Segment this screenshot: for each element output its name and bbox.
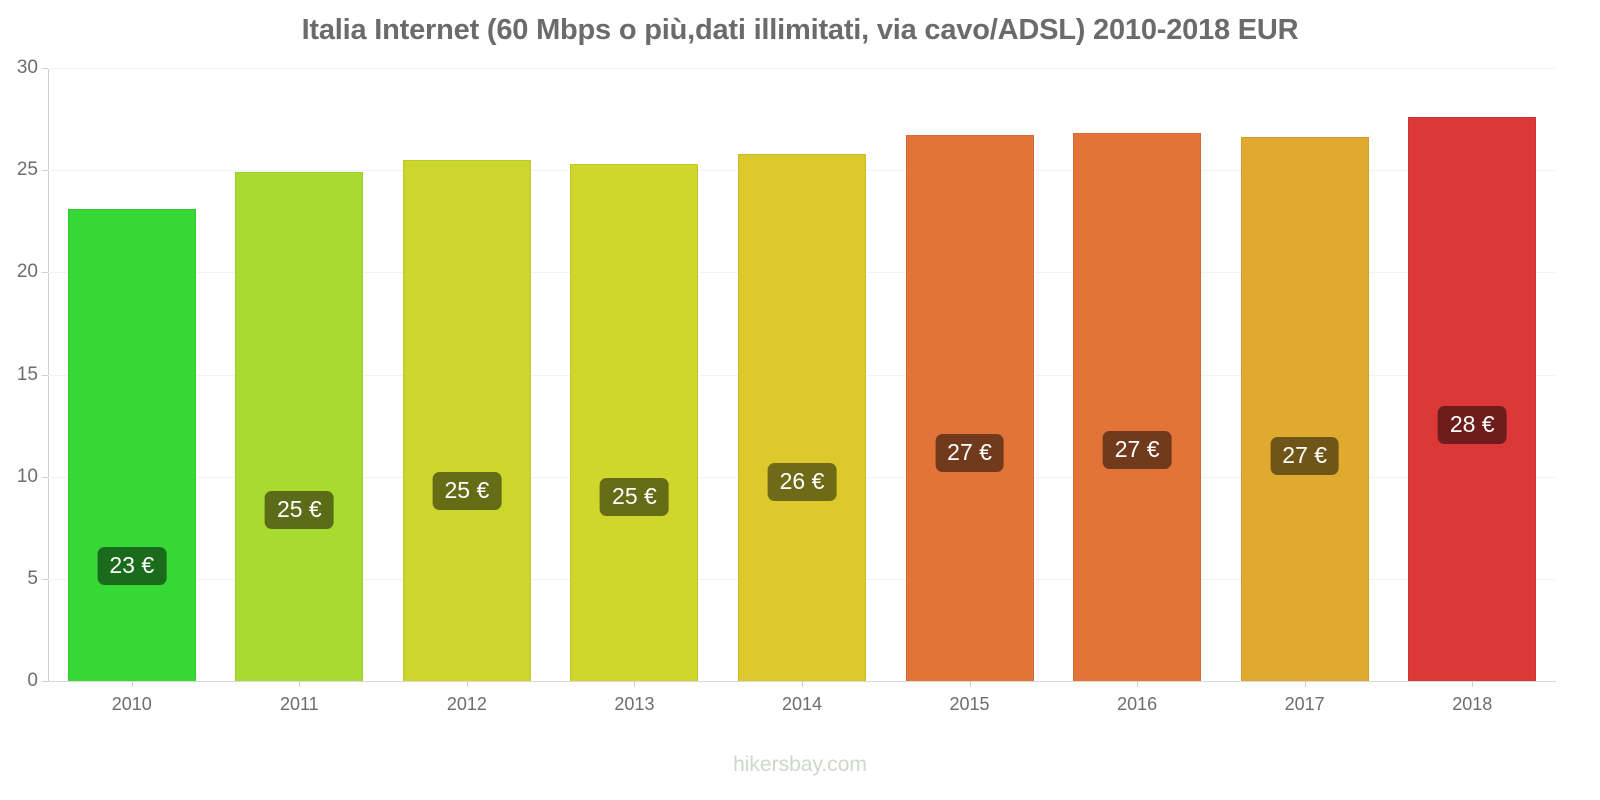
bar-rect-2012[interactable] — [402, 159, 531, 681]
y-tick-label-30: 30 — [16, 57, 38, 78]
y-tick-label-25: 25 — [16, 159, 38, 181]
bar-2014[interactable]: 26 € — [738, 153, 866, 681]
y-tick-label-10: 10 — [16, 465, 38, 487]
x-tick-mark-2018 — [1472, 681, 1474, 687]
x-tick-mark-2012 — [466, 681, 468, 687]
y-tick-mark-0 — [42, 681, 49, 682]
y-tick-label-20: 20 — [16, 261, 38, 283]
bar-2012[interactable]: 25 € — [402, 159, 531, 681]
bar-2013[interactable]: 25 € — [570, 164, 699, 681]
y-tick-label-0: 0 — [27, 670, 38, 691]
bar-rect-2016[interactable] — [1073, 133, 1202, 681]
value-label-2018: 28 € — [1437, 406, 1507, 445]
chart-title: Italia Internet (60 Mbps o più,dati illi… — [301, 14, 1299, 46]
x-tick-mark-2016 — [1137, 681, 1139, 687]
y-tick-mark-10 — [42, 476, 49, 478]
x-tick-label-2012: 2012 — [446, 694, 487, 714]
watermark: hikersbay.com — [733, 753, 867, 776]
y-tick-mark-20 — [42, 272, 49, 274]
x-tick-mark-2013 — [634, 681, 636, 687]
x-tick-label-2011: 2011 — [279, 694, 319, 714]
x-tick-label-2010: 2010 — [111, 694, 152, 714]
x-tick-mark-2014 — [802, 681, 803, 687]
value-label-2014: 26 € — [767, 462, 837, 501]
x-tick-label-2015: 2015 — [949, 694, 990, 714]
x-tick-label-2018: 2018 — [1452, 694, 1493, 714]
value-label-2010: 23 € — [97, 547, 167, 585]
y-tick-mark-5 — [42, 578, 49, 580]
bar-2010[interactable]: 23 € — [67, 209, 196, 681]
value-label-2016: 27 € — [1102, 431, 1172, 470]
x-tick-mark-2015 — [969, 681, 971, 687]
y-tick-label-5: 5 — [27, 567, 38, 589]
x-tick-label-2013: 2013 — [614, 694, 655, 714]
bar-rect-2010[interactable] — [67, 209, 196, 681]
y-tick-mark-15 — [42, 374, 49, 376]
x-tick-mark-2017 — [1304, 681, 1306, 687]
x-tick-mark-2010 — [131, 681, 133, 687]
x-tick-mark-2011 — [299, 681, 301, 687]
gridline-30 — [48, 68, 1556, 69]
plot-area: 23 € 25 € 25 € 25 € 26 € 27 € 27 € 27 € 28 € — [48, 68, 1556, 682]
value-label-2012: 25 € — [432, 471, 502, 510]
x-tick-label-2014: 2014 — [781, 694, 823, 714]
value-label-2011: 25 € — [264, 491, 334, 530]
y-tick-label-15: 15 — [16, 363, 38, 385]
value-label-2013: 25 € — [600, 478, 669, 517]
x-tick-label-2016: 2016 — [1117, 694, 1158, 714]
bar-2015[interactable]: 27 € — [905, 135, 1034, 681]
bar-rect-2013[interactable] — [570, 164, 699, 681]
bar-2011[interactable]: 25 € — [235, 172, 364, 681]
x-tick-label-2017: 2017 — [1284, 694, 1325, 714]
y-tick-mark-25 — [42, 170, 49, 172]
bar-2018[interactable]: 28 € — [1408, 117, 1537, 681]
bar-rect-2018[interactable] — [1408, 117, 1537, 681]
bar-rect-2014[interactable] — [738, 153, 866, 681]
bar-rect-2017[interactable] — [1240, 137, 1369, 681]
y-tick-mark-30 — [42, 68, 49, 69]
bar-2017[interactable]: 27 € — [1240, 137, 1369, 681]
value-label-2017: 27 € — [1270, 437, 1340, 476]
bar-rect-2011[interactable] — [235, 172, 364, 681]
bar-2016[interactable]: 27 € — [1073, 133, 1202, 681]
value-label-2015: 27 € — [935, 434, 1004, 473]
bar-rect-2015[interactable] — [905, 135, 1034, 681]
